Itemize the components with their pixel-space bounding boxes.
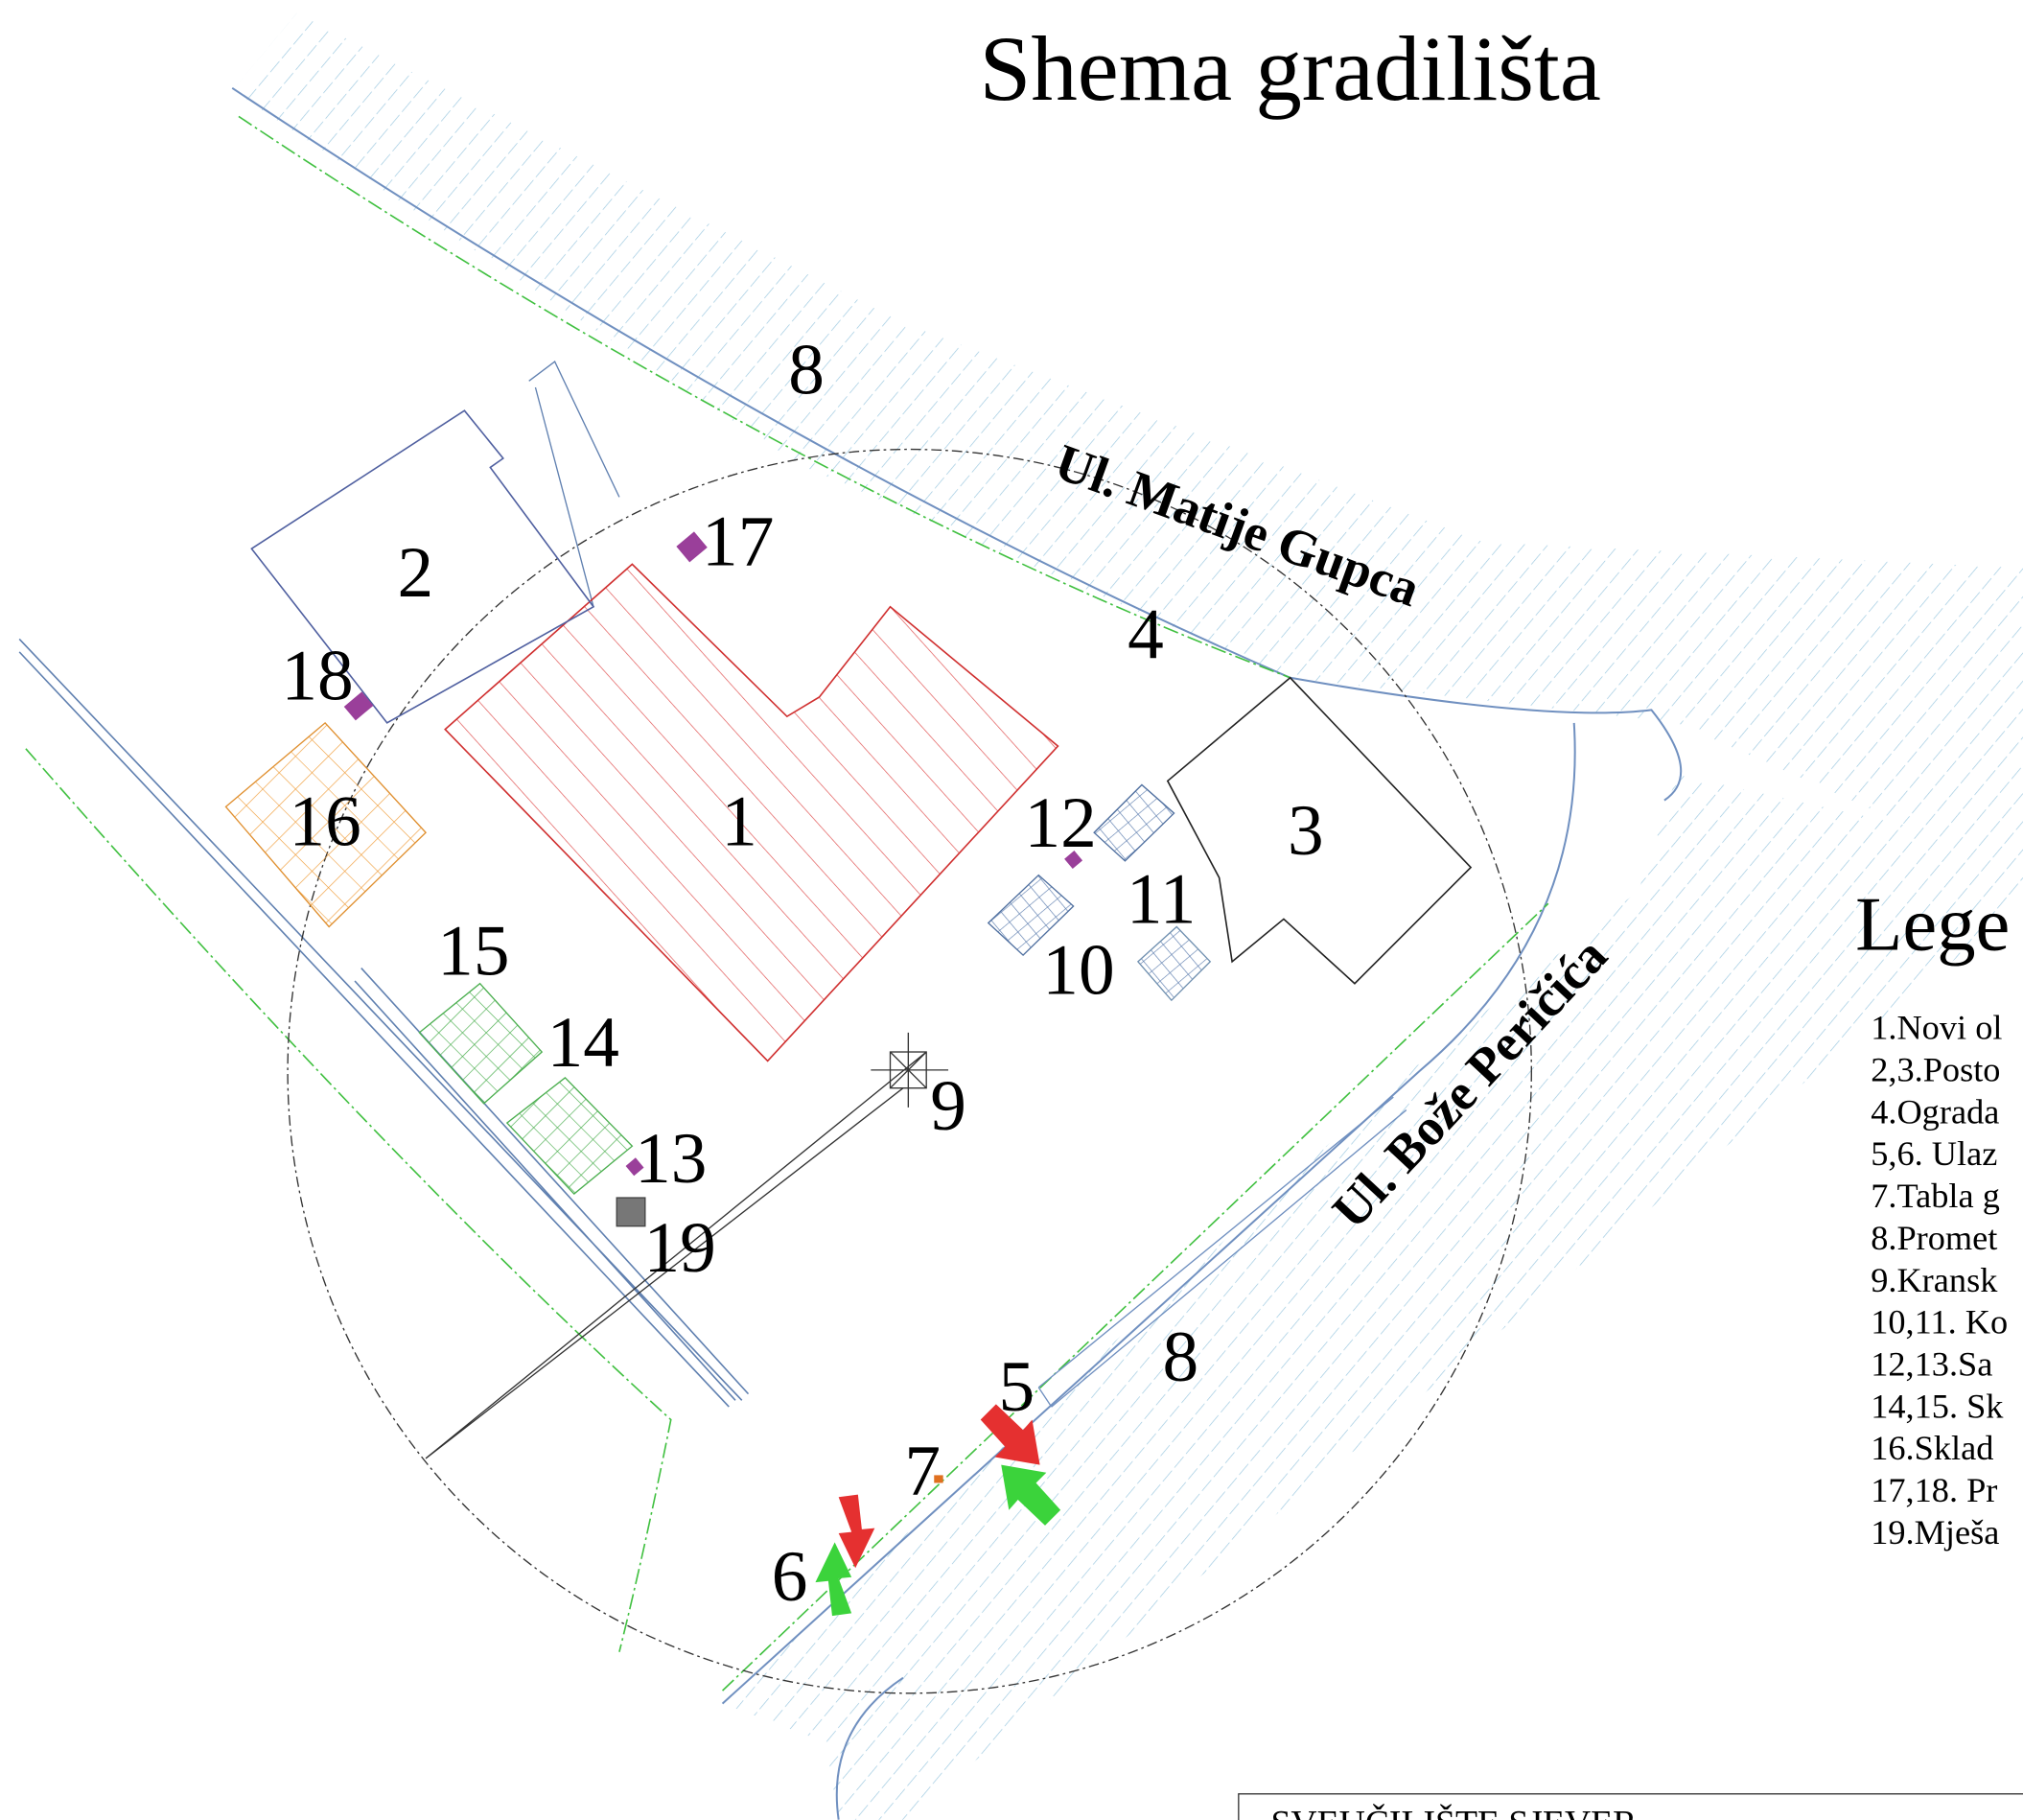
area-number: 6 — [772, 1537, 808, 1617]
legend-item: 17,18. Pr — [1871, 1471, 1997, 1509]
legend-heading: Lege — [1855, 882, 2010, 968]
legend-item: 4.Ograda — [1871, 1092, 1999, 1131]
site-plan: Shema gradilišta Ul. Matije GupcaUl. Bož… — [0, 0, 2023, 1820]
page: Shema gradilišta Ul. Matije GupcaUl. Bož… — [0, 0, 2023, 1820]
legend-item: 9.Kransk — [1871, 1261, 1998, 1299]
area-number: 14 — [547, 1003, 619, 1083]
area-number: 13 — [635, 1119, 707, 1199]
area-number: 5 — [999, 1347, 1035, 1427]
legend-item: 19.Mješa — [1871, 1513, 1999, 1552]
area-number: 16 — [289, 782, 360, 862]
legend-item: 16.Sklad — [1871, 1429, 1993, 1467]
legend-item: 8.Promet — [1871, 1219, 1997, 1257]
area-number: 19 — [643, 1208, 715, 1288]
area-number: 1 — [721, 782, 757, 862]
area-number: 11 — [1127, 859, 1197, 939]
legend-item: 2,3.Posto — [1871, 1050, 2000, 1088]
area-number: 12 — [1024, 783, 1096, 863]
legend-item: 1.Novi ol — [1871, 1009, 2002, 1047]
legend-item: 5,6. Ulaz — [1871, 1134, 1997, 1173]
area-number: 8 — [1162, 1318, 1198, 1397]
footer: SVEUČILIŠTE SJEVER — [1270, 1804, 1638, 1820]
area-number: 18 — [281, 637, 353, 716]
legend-item: 7.Tabla g — [1871, 1177, 2000, 1215]
area-number: 9 — [930, 1066, 966, 1146]
area-number: 15 — [437, 911, 509, 991]
area-number: 3 — [1288, 791, 1324, 871]
area-number: 4 — [1128, 595, 1164, 675]
area-number: 2 — [397, 533, 433, 613]
legend-item: 12,13.Sa — [1871, 1345, 1992, 1384]
legend-item: 14,15. Sk — [1871, 1387, 2004, 1425]
area-number: 7 — [904, 1432, 941, 1511]
title: Shema gradilišta — [979, 17, 1600, 120]
area-number: 10 — [1042, 930, 1114, 1010]
area-number: 8 — [788, 331, 825, 410]
area-number: 17 — [702, 502, 774, 582]
legend-item: 10,11. Ko — [1871, 1303, 2008, 1342]
